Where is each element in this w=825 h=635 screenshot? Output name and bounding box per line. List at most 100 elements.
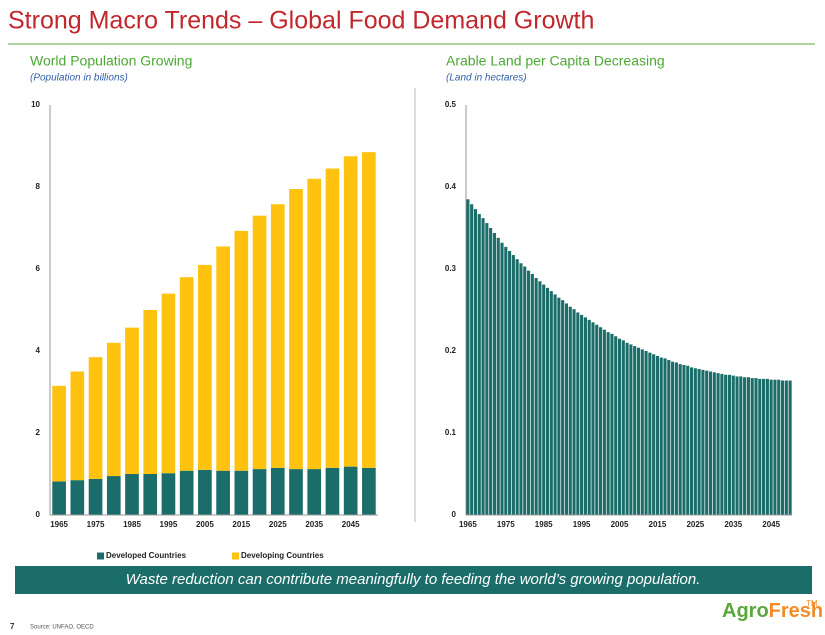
x-tick-label: 2015: [232, 520, 250, 529]
bar-segment: [216, 246, 230, 471]
bar: [712, 372, 716, 515]
bar: [667, 360, 671, 515]
y-tick-label: 0: [36, 510, 41, 519]
bar: [621, 340, 625, 515]
bar-segment: [88, 478, 103, 515]
y-tick-label: 10: [31, 100, 40, 109]
bar: [508, 250, 512, 515]
bar-segment: [106, 476, 121, 515]
bar-segment: [52, 385, 66, 482]
bar: [727, 374, 732, 515]
bar: [636, 347, 641, 515]
bar-segment: [143, 474, 158, 515]
y-tick-label: 8: [36, 182, 41, 191]
bar: [625, 342, 629, 515]
bar: [784, 380, 788, 515]
bar: [610, 333, 614, 515]
y-tick-label: 4: [36, 346, 41, 355]
bar: [473, 209, 478, 515]
bar-segment: [234, 230, 249, 471]
y-tick-label: 0.2: [445, 346, 457, 355]
bar: [644, 351, 648, 515]
bar-segment: [161, 473, 176, 515]
bar-segment: [289, 469, 303, 515]
bar-segment: [125, 327, 139, 474]
y-tick-label: 0: [452, 510, 457, 519]
x-tick-label: 1985: [535, 520, 553, 529]
bar: [674, 362, 678, 515]
bar: [470, 204, 474, 515]
legend-swatch: [97, 552, 104, 560]
bar-segment: [343, 466, 358, 515]
bar: [746, 377, 750, 515]
bar: [614, 336, 618, 515]
bar-segment: [307, 469, 322, 515]
bar: [595, 324, 599, 515]
bar: [765, 378, 769, 515]
x-tick-label: 2035: [724, 520, 742, 529]
bar-segment: [179, 277, 194, 471]
bar: [617, 338, 622, 515]
page-number: 7: [10, 622, 15, 631]
banner: Waste reduction can contribute meaningfu…: [126, 571, 701, 588]
bar: [583, 317, 587, 515]
logo-mark: TM: [806, 599, 818, 608]
bar: [557, 297, 561, 515]
bar-segment: [143, 310, 158, 474]
x-tick-label: 2005: [196, 520, 214, 529]
legend-label: Developed Countries: [106, 551, 187, 560]
bar: [697, 369, 701, 515]
bar-segment: [289, 189, 303, 470]
bar-segment: [362, 467, 376, 515]
bar-segment: [198, 264, 212, 470]
bar: [659, 357, 663, 515]
x-tick-label: 1995: [573, 520, 591, 529]
bar: [568, 306, 572, 515]
bar: [500, 242, 504, 515]
bar: [545, 287, 550, 515]
x-tick-label: 2025: [269, 520, 287, 529]
bar: [739, 376, 743, 515]
bar: [606, 332, 610, 515]
bar: [534, 278, 538, 515]
bar: [663, 358, 667, 515]
x-tick-label: 1965: [459, 520, 477, 529]
y-tick-label: 2: [36, 428, 41, 437]
x-tick-label: 2035: [305, 520, 323, 529]
x-tick-label: 2005: [611, 520, 629, 529]
y-tick-label: 0.3: [445, 264, 457, 273]
bar: [542, 284, 546, 515]
bar-segment: [198, 469, 212, 515]
bar: [477, 214, 481, 515]
x-tick-label: 2045: [762, 520, 780, 529]
legend-label: Developing Countries: [241, 551, 324, 560]
bar: [671, 361, 675, 515]
bar: [788, 380, 792, 515]
chart-title: Arable Land per Capita Decreasing: [446, 53, 665, 69]
y-tick-label: 0.5: [445, 100, 457, 109]
bar: [689, 367, 694, 515]
bar-segment: [252, 469, 267, 515]
bar-segment: [362, 152, 376, 468]
logo: AgroFresh: [722, 600, 823, 622]
bar-segment: [234, 470, 249, 515]
bar: [511, 255, 515, 515]
bar: [515, 259, 519, 515]
x-tick-label: 1975: [87, 520, 105, 529]
bar: [708, 371, 713, 515]
bar: [750, 378, 754, 515]
banner-bg: [15, 566, 812, 594]
bar: [758, 378, 762, 515]
bar: [701, 369, 705, 515]
bar: [693, 368, 697, 515]
x-tick-label: 1975: [497, 520, 515, 529]
bar: [489, 228, 493, 515]
bar-segment: [343, 156, 358, 467]
bar-segment: [106, 342, 121, 477]
bar: [591, 322, 595, 515]
bar: [678, 364, 682, 515]
bar: [561, 300, 565, 515]
bar-segment: [125, 474, 139, 515]
x-tick-label: 2015: [649, 520, 667, 529]
